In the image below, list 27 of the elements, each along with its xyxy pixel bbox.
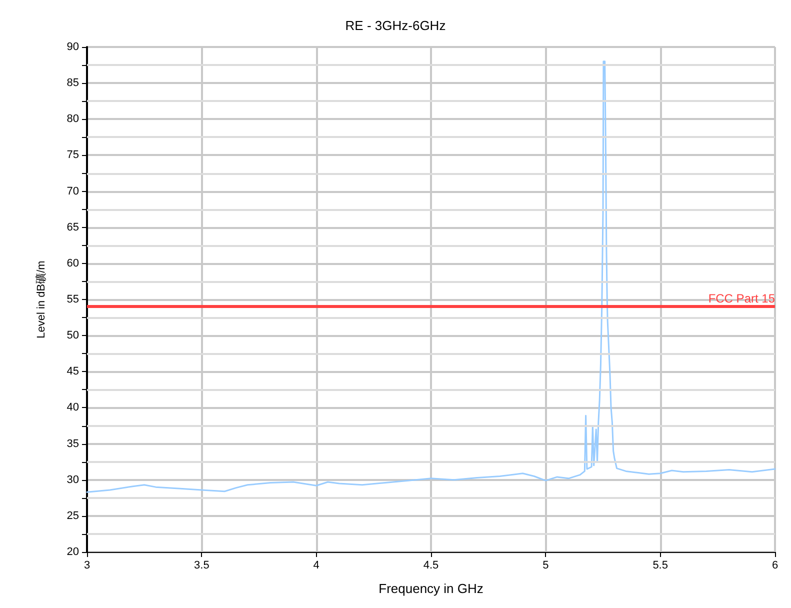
y-tick-label: 20: [66, 546, 79, 558]
y-tick-label: 90: [66, 41, 79, 53]
x-tick-label: 5.5: [652, 560, 668, 572]
x-tick-label: 6: [772, 560, 778, 572]
y-tick-label: 30: [66, 474, 79, 486]
x-tick-label: 4: [313, 560, 320, 572]
y-tick-label: 45: [66, 366, 79, 378]
chart-title: RE - 3GHz-6GHz: [345, 18, 446, 33]
x-tick-label: 3: [84, 560, 90, 572]
x-tick-label: 5: [542, 560, 549, 572]
y-tick-label: 85: [66, 77, 79, 90]
line-series: [86, 60, 776, 493]
x-axis-title: Frequency in GHz: [378, 581, 484, 596]
y-tick-label: 75: [66, 149, 79, 162]
y-tick-label: 40: [66, 402, 79, 414]
ref-line-label: FCC Part 15: [708, 292, 776, 306]
y-tick-label: 55: [66, 294, 79, 306]
y-tick-label: 25: [66, 510, 79, 522]
x-tick-label: 4.5: [423, 560, 439, 572]
y-tick-label: 80: [66, 113, 79, 126]
x-tick-label: 3.5: [194, 560, 210, 572]
y-tick-label: 65: [66, 221, 79, 234]
y-tick-label: 60: [66, 257, 79, 270]
y-tick-label: 35: [66, 438, 79, 450]
y-tick-label: 50: [66, 330, 79, 342]
y-tick-label: 70: [66, 185, 79, 198]
y-axis-title: Level in dB礦/m: [34, 260, 48, 338]
